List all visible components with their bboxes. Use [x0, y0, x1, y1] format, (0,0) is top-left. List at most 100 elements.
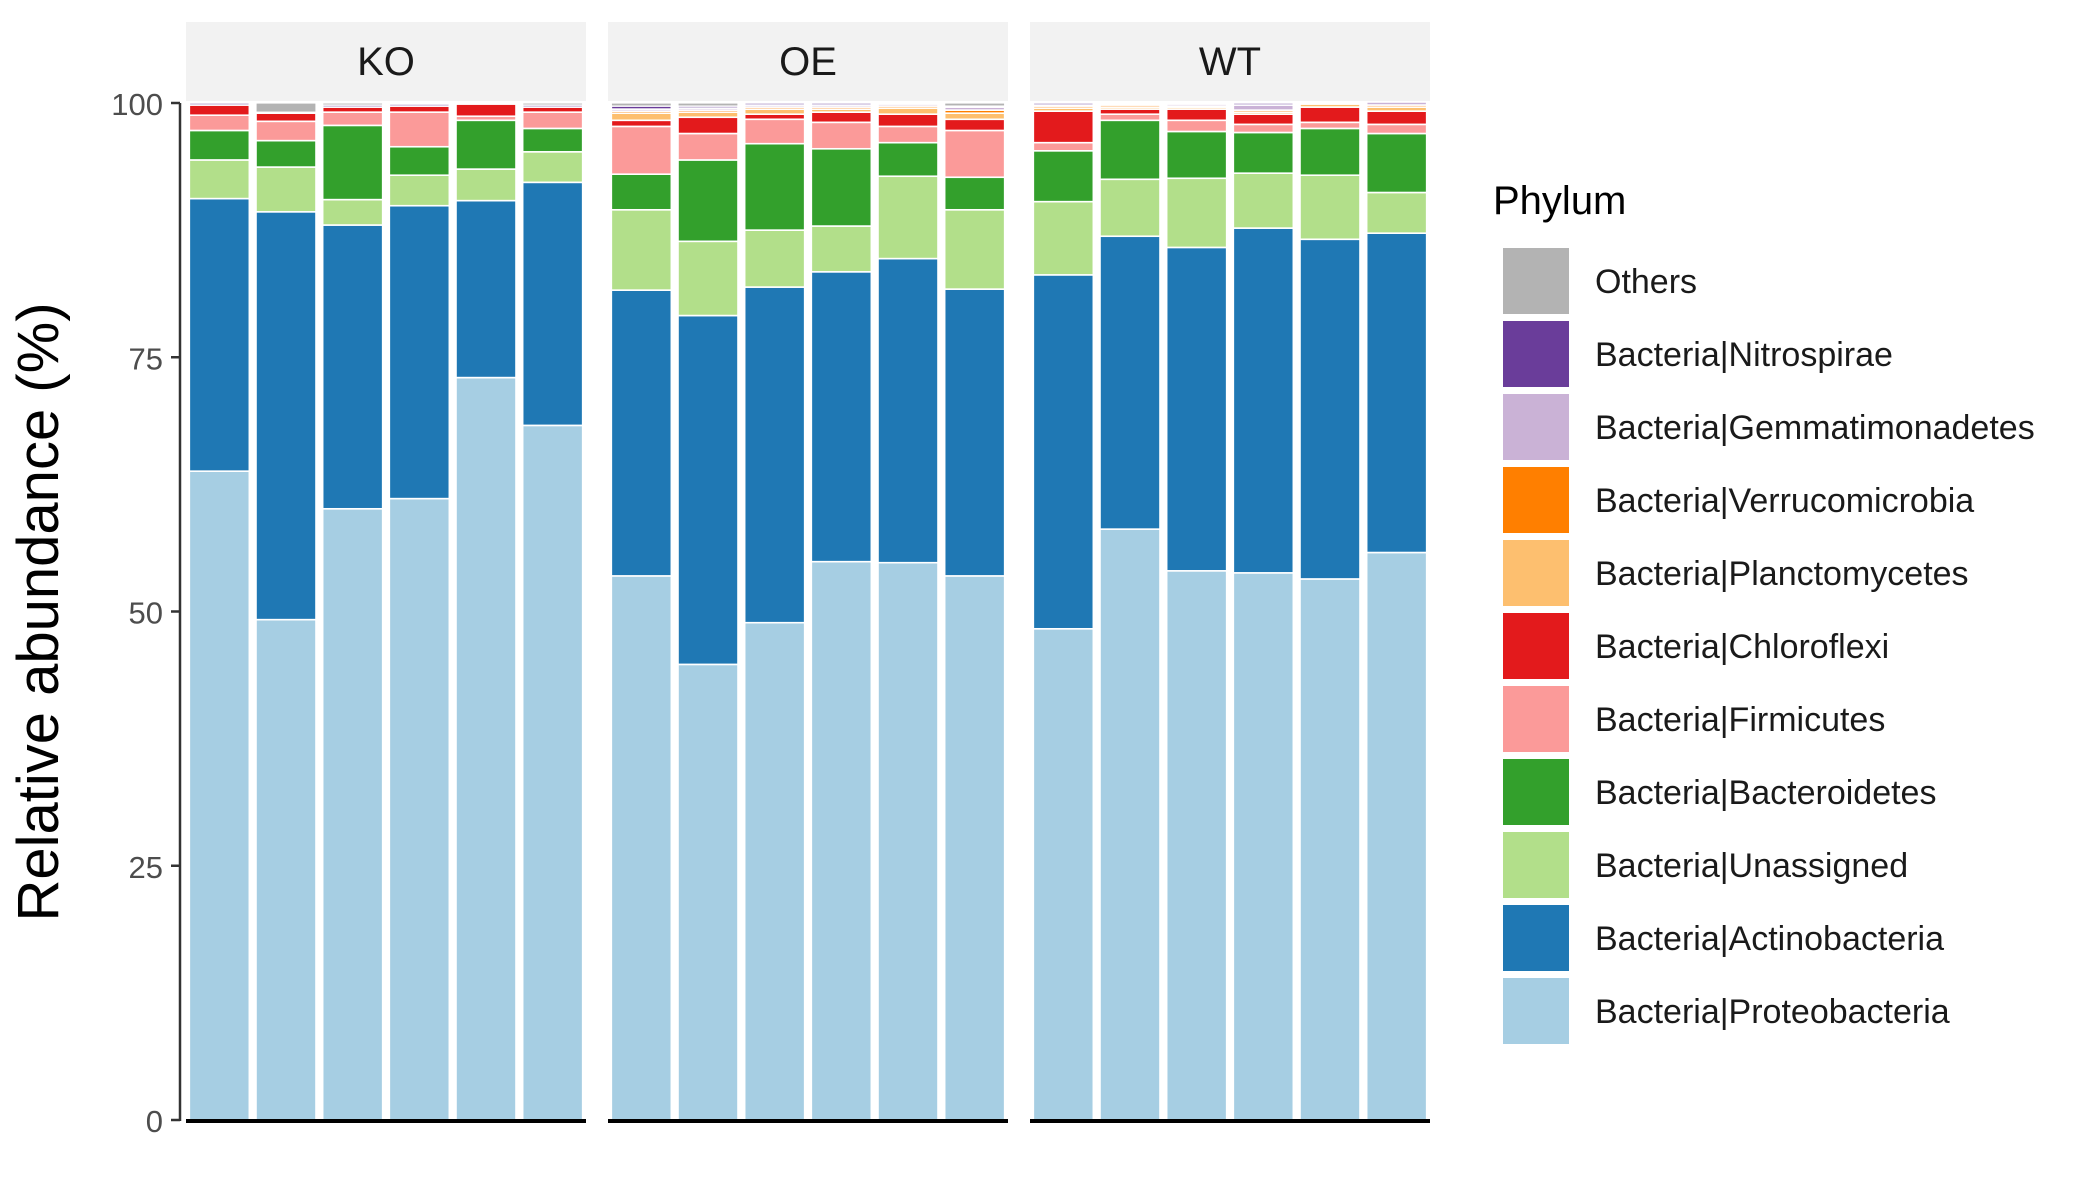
bar-segment [1232, 572, 1295, 1121]
bar-segment [610, 173, 673, 211]
bar-segment [1365, 123, 1428, 135]
legend-item: Others [1503, 248, 1697, 314]
bar-segment [388, 111, 451, 148]
y-axis-label: Relative abundance (%) [6, 302, 71, 921]
bar-segment [743, 102, 806, 106]
bar-segment [610, 112, 673, 122]
bar-segment [1165, 246, 1228, 572]
bar-segment [810, 560, 873, 1121]
bar-segment [255, 211, 317, 621]
legend-item: Bacteria|Firmicutes [1503, 686, 1885, 752]
bar-segment [810, 121, 873, 150]
facet-strip-label: KO [357, 40, 415, 84]
bar-segment [188, 104, 251, 117]
bar-segment [1232, 131, 1295, 174]
bar-segment [1232, 123, 1295, 134]
bar-segment [1032, 200, 1095, 276]
legend-item: Bacteria|Gemmatimonadetes [1503, 394, 2035, 460]
bar-segment [1365, 110, 1428, 126]
facet-strip-label: OE [779, 40, 837, 84]
bar-segment [1099, 119, 1161, 181]
bar-segment [877, 125, 939, 144]
bar-segment [255, 112, 317, 123]
bar-stack [610, 102, 673, 1121]
bar-segment [1365, 232, 1428, 554]
legend-item: Bacteria|Proteobacteria [1503, 978, 1950, 1044]
bar-segment [255, 166, 317, 213]
bar-stack [943, 102, 1006, 1121]
legend-label: Bacteria|Actinobacteria [1595, 920, 1944, 958]
bar-segment [1299, 174, 1361, 241]
bar-stack [1299, 102, 1361, 1121]
y-tick-label: 75 [129, 341, 163, 376]
legend-key [1503, 248, 1569, 314]
bar-segment [877, 561, 939, 1121]
facet-panel-ko: KO [186, 22, 586, 1123]
bar-segment [610, 125, 673, 175]
bar-segment [943, 575, 1006, 1121]
bar-segment [321, 111, 384, 127]
bar-segment [1299, 578, 1361, 1121]
bar-segment [810, 271, 873, 563]
bar-segment [1032, 274, 1095, 630]
legend-label: Bacteria|Chloroflexi [1595, 628, 1889, 666]
bar-stack [388, 102, 451, 1121]
legend-item: Bacteria|Bacteroidetes [1503, 759, 1936, 825]
legend-label: Bacteria|Firmicutes [1595, 701, 1885, 739]
bar-segment [877, 141, 939, 178]
bar-segment [455, 102, 517, 105]
legend-key [1503, 686, 1569, 752]
bar-segment [322, 102, 384, 106]
bar-stack [1099, 102, 1161, 1121]
bar-segment [321, 198, 384, 226]
bar-segment [1032, 627, 1095, 1121]
bar-stack [455, 102, 517, 1121]
bar-segment [810, 111, 873, 124]
bar-segment [521, 151, 584, 184]
bar-segment [743, 286, 806, 624]
legend-item: Bacteria|Chloroflexi [1503, 613, 1889, 679]
legend-label: Bacteria|Planctomycetes [1595, 555, 1969, 593]
bar-segment [1299, 106, 1361, 124]
bar-segment [610, 102, 672, 107]
bar-segment [677, 663, 739, 1121]
bar-segment [388, 145, 451, 177]
bar-segment [255, 102, 317, 113]
bar-segment [1165, 177, 1228, 249]
bar-segment [188, 197, 251, 472]
bar-segment [1032, 110, 1095, 144]
bar-segment [943, 176, 1006, 211]
bar-segment [1099, 113, 1161, 122]
bar-segment [1232, 227, 1295, 574]
bar-segment [810, 102, 873, 106]
bar-segment [521, 424, 584, 1121]
bar-segment [1299, 121, 1361, 130]
facet-strip-label: WT [1199, 40, 1261, 84]
bar-segment [1165, 570, 1228, 1121]
bar-segment [610, 208, 673, 291]
legend: Phylum Others Bacteria|Nitrospirae Bacteri… [1493, 179, 2035, 1044]
bar-segment [943, 208, 1006, 290]
legend-key [1503, 467, 1569, 533]
bar-segment [1232, 113, 1295, 126]
y-tick-label: 25 [129, 850, 163, 885]
bar-stack [1032, 102, 1095, 1121]
bar-stack [743, 102, 806, 1121]
y-tick-label: 0 [146, 1104, 163, 1139]
bar-segment [1299, 127, 1361, 177]
legend-item: Bacteria|Nitrospirae [1503, 321, 1893, 387]
bar-segment [743, 118, 806, 145]
bar-segment [1365, 132, 1428, 194]
bar-segment [321, 224, 384, 510]
bar-stack [1165, 102, 1228, 1121]
bar-segment [1032, 149, 1095, 203]
bar-segment [1365, 101, 1428, 106]
legend-key [1503, 540, 1569, 606]
bar-segment [743, 621, 806, 1121]
bar-segment [321, 507, 384, 1121]
facet-panel-wt: WT [1030, 22, 1430, 1123]
bar-segment [1299, 238, 1361, 580]
bar-stack [810, 102, 873, 1121]
bar-stack [188, 102, 251, 1121]
bar-segment [677, 132, 739, 161]
